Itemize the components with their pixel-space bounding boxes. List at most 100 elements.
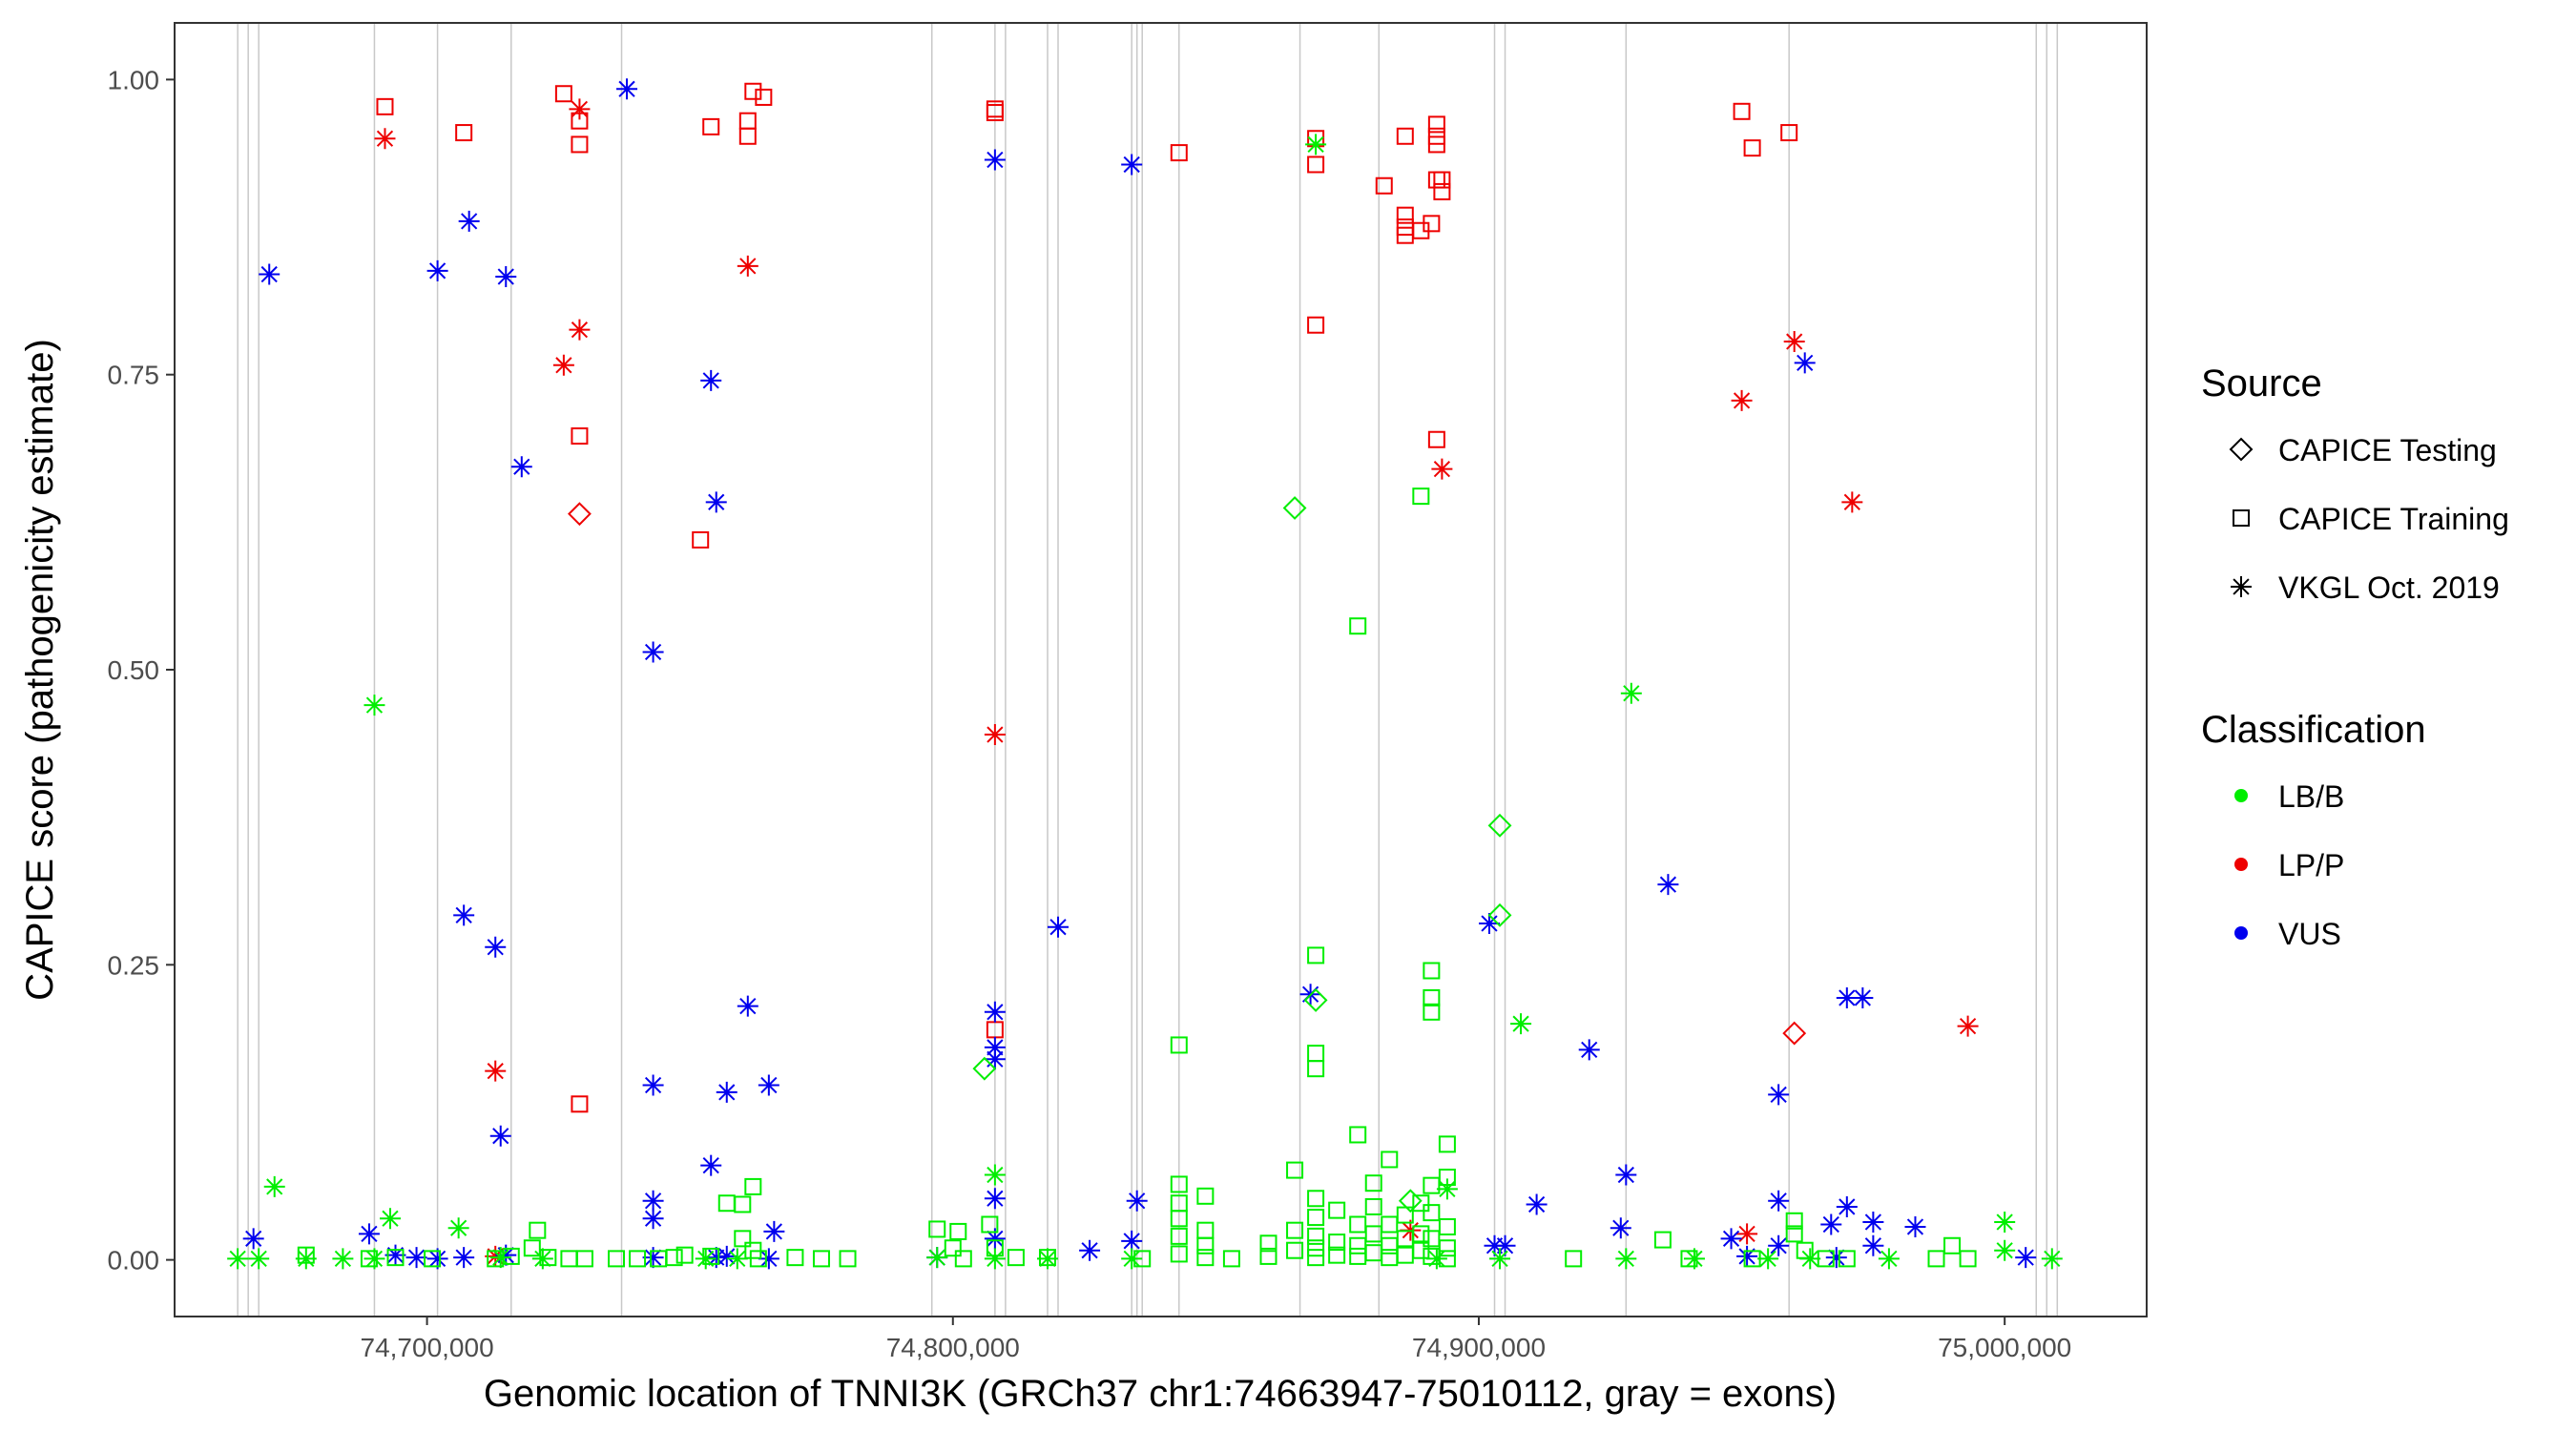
diamond-icon — [2229, 437, 2254, 462]
legend-item-capice-testing: CAPICE Testing — [2229, 433, 2497, 467]
legend-source-title: Source — [2201, 363, 2322, 404]
data-point — [1412, 1241, 1430, 1259]
data-point — [1396, 206, 1414, 224]
plot-panel-border — [174, 22, 2148, 1317]
data-point — [1307, 156, 1325, 174]
data-point — [1438, 1217, 1456, 1235]
data-point — [1396, 1206, 1414, 1224]
data-point — [455, 124, 473, 142]
data-point — [405, 1247, 427, 1269]
asterisk-marker — [2231, 576, 2252, 597]
data-point — [1433, 171, 1451, 189]
data-point — [1305, 134, 1327, 156]
data-point — [1286, 1161, 1304, 1179]
data-point — [1423, 1176, 1441, 1194]
x-tick-label: 74,900,000 — [1412, 1333, 1546, 1362]
data-point — [1510, 1013, 1532, 1035]
legend-label: VKGL Oct. 2019 — [2278, 570, 2500, 605]
data-point — [695, 1248, 717, 1270]
data-point — [1121, 1248, 1143, 1270]
data-point — [812, 1250, 830, 1268]
data-point — [1133, 1250, 1152, 1268]
legend-label: CAPICE Testing — [2278, 433, 2497, 467]
data-point — [984, 1036, 1006, 1058]
data-point — [1307, 1239, 1325, 1257]
data-point — [726, 1248, 748, 1270]
data-point — [379, 1208, 401, 1230]
legend-item-capice-training: CAPICE Training — [2233, 502, 2509, 536]
data-point — [1286, 1221, 1304, 1239]
data-point — [616, 78, 638, 100]
data-point — [1048, 916, 1070, 938]
data-point — [758, 1248, 779, 1270]
data-point — [1796, 1241, 1814, 1259]
x-tick-label: 75,000,000 — [1938, 1333, 2071, 1362]
data-point — [734, 1195, 752, 1213]
data-point — [560, 1250, 578, 1268]
data-point — [1349, 1236, 1367, 1255]
data-point — [642, 1190, 664, 1212]
data-point — [1743, 139, 1761, 157]
data-point — [1282, 496, 1307, 520]
data-point — [1526, 1193, 1548, 1215]
data-point — [665, 1249, 683, 1267]
data-point — [259, 263, 280, 285]
data-point — [717, 1194, 736, 1213]
y-tick-label: 0.75 — [108, 361, 160, 390]
data-point — [1412, 487, 1430, 506]
data-point — [1381, 1249, 1399, 1267]
data-point — [1489, 1248, 1511, 1270]
legend-item-vkgl: VKGL Oct. 2019 — [2231, 570, 2500, 605]
data-point — [984, 1001, 1006, 1023]
data-point — [738, 127, 757, 145]
data-point — [1620, 682, 1642, 704]
data-point — [675, 1246, 694, 1264]
data-point — [716, 1245, 737, 1267]
data-point — [642, 1247, 664, 1269]
data-point — [786, 1249, 804, 1267]
data-point — [1381, 1215, 1399, 1234]
data-point — [737, 255, 758, 277]
data-point — [1487, 902, 1512, 927]
data-point — [1615, 1248, 1637, 1270]
data-point — [227, 1248, 249, 1270]
data-point — [1423, 215, 1441, 233]
data-point — [1427, 135, 1445, 154]
data-point — [1783, 331, 1805, 353]
data-point — [1423, 1230, 1441, 1248]
data-point — [1396, 127, 1414, 145]
data-point — [984, 149, 1006, 171]
data-point — [1820, 1213, 1842, 1235]
data-point — [386, 1249, 405, 1267]
data-point — [1768, 1234, 1790, 1256]
diamond-marker — [2229, 437, 2254, 462]
data-point — [1396, 1246, 1414, 1264]
data-point — [1170, 1227, 1188, 1245]
data-point — [758, 1074, 779, 1096]
x-tick-label: 74,700,000 — [361, 1333, 494, 1362]
data-point — [642, 1074, 664, 1096]
data-point — [374, 128, 396, 150]
data-point — [1259, 1247, 1278, 1265]
data-point — [763, 1220, 785, 1242]
data-point — [642, 1208, 664, 1230]
data-point — [1836, 1195, 1858, 1217]
y-tick-labels: 0.00 0.25 0.50 0.75 1.00 — [108, 65, 160, 1275]
data-point — [485, 936, 507, 958]
data-point — [554, 85, 572, 103]
data-point — [1121, 154, 1143, 176]
data-point — [1349, 1215, 1367, 1234]
data-point — [384, 1244, 406, 1266]
data-point — [426, 1248, 448, 1270]
data-point — [1307, 1209, 1325, 1227]
data-point — [1427, 430, 1445, 448]
data-point — [1423, 1204, 1441, 1222]
data-point — [986, 1239, 1004, 1257]
data-point — [1412, 1225, 1430, 1243]
data-point — [1423, 988, 1441, 1006]
legend-item-vus: VUS — [2234, 917, 2341, 951]
data-point — [1431, 458, 1453, 480]
data-point — [568, 502, 592, 527]
data-point — [1838, 1250, 1856, 1268]
data-point — [1427, 115, 1445, 134]
